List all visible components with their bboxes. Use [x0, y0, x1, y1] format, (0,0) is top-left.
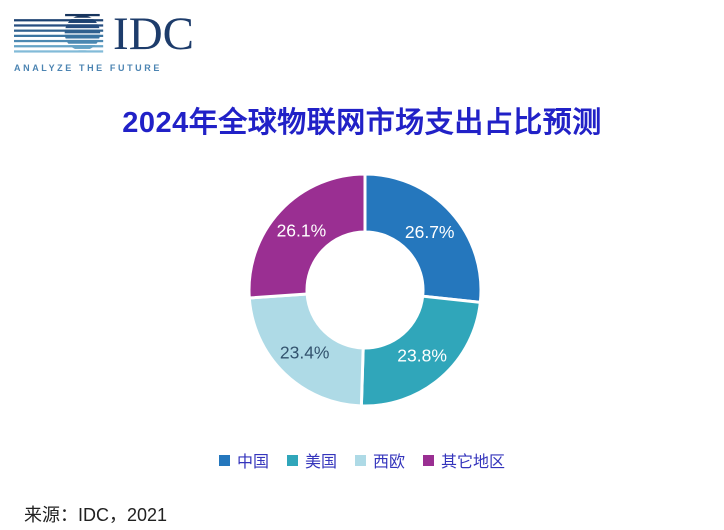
idc-globe-icon: [14, 13, 104, 53]
legend-swatch-others: [423, 454, 435, 466]
legend-item-others: 其它地区: [423, 448, 505, 472]
legend-item-west-europe: 西欧: [355, 448, 405, 472]
legend-item-usa: 美国: [286, 448, 337, 472]
legend-item-china: 中国: [218, 448, 269, 472]
legend-label-china: 中国: [236, 454, 269, 471]
donut-label-美国: 23.8%: [397, 346, 447, 366]
chart-legend: 中国 美国 西欧 其它地区: [0, 448, 724, 472]
idc-logo: IDC ANALYZE THE FUTURE: [14, 10, 194, 73]
legend-swatch-china: [218, 454, 230, 466]
legend-label-usa: 美国: [304, 454, 337, 471]
idc-logo-text: IDC: [113, 8, 194, 60]
legend-swatch-usa: [286, 454, 298, 466]
legend-label-others: 其它地区: [441, 454, 506, 471]
donut-chart: 26.7% 23.8% 23.4% 26.1%: [247, 172, 483, 408]
donut-segment-其它地区: [247, 172, 367, 300]
chart-title: 2024年全球物联网市场支出占比预测: [122, 107, 602, 139]
donut-label-中国: 26.7%: [405, 222, 455, 242]
donut-label-其它地区: 26.1%: [277, 221, 327, 241]
donut-segment-美国: [359, 294, 482, 408]
donut-label-西欧: 23.4%: [280, 343, 330, 363]
donut-segment-中国: [363, 172, 483, 304]
legend-label-west-europe: 西欧: [373, 454, 406, 471]
source-note: 来源：IDC，2021: [24, 505, 168, 525]
donut-segment-西欧: [247, 292, 365, 408]
legend-swatch-west-europe: [355, 454, 366, 466]
idc-logo-tagline: ANALYZE THE FUTURE: [14, 63, 162, 73]
donut-chart-area: 26.7% 23.8% 23.4% 26.1%: [245, 170, 485, 410]
